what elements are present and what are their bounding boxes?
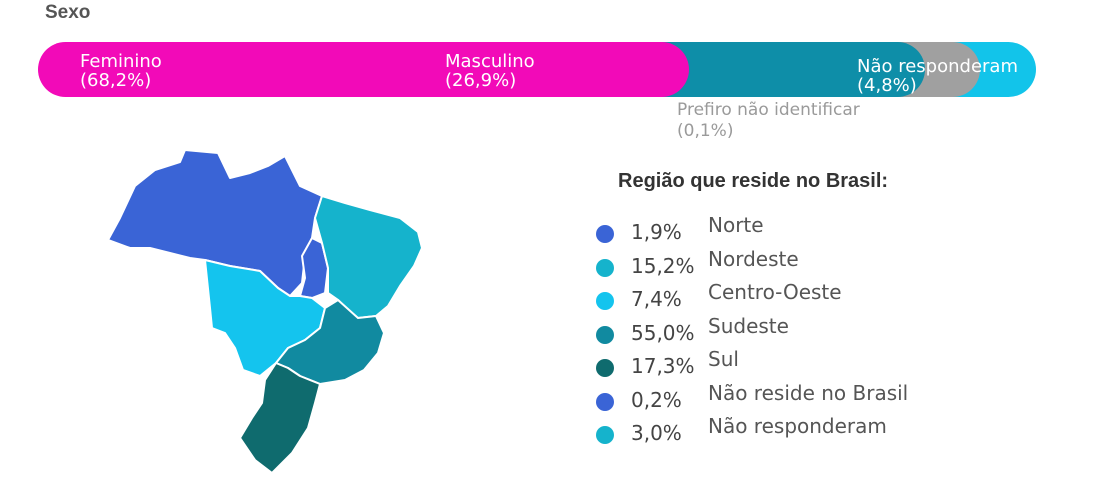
sexo-value-label: (0,1%) — [677, 121, 734, 141]
sexo-chart-title: Sexo — [45, 2, 91, 23]
legend-percent: 7,4% — [631, 287, 682, 311]
sexo-category-label: Feminino — [80, 51, 162, 72]
sexo-stacked-bar — [0, 0, 1097, 150]
legend-dot — [596, 325, 614, 344]
sexo-label-nao-responderam: Não responderam (4,8%) — [857, 57, 1018, 95]
legend-percent: 0,2% — [631, 387, 682, 412]
brazil-map — [107, 149, 423, 474]
legend-dot — [596, 292, 614, 310]
sexo-bar-segment-feminino — [38, 42, 690, 97]
sexo-value-label: (26,9%) — [445, 70, 517, 91]
legend-region-name: Não responderam — [708, 414, 887, 438]
sexo-category-label: Não responderam — [857, 56, 1018, 77]
sexo-label-masculino: Masculino (26,9%) — [445, 52, 535, 90]
legend-region-name: Sudeste — [708, 313, 789, 338]
sexo-category-label: Masculino — [445, 51, 535, 72]
legend-percent: 55,0% — [631, 320, 695, 345]
legend-percent: 15,2% — [631, 253, 695, 278]
legend-region-name: Centro-Oeste — [708, 280, 842, 304]
sexo-category-label: Prefiro não identificar — [677, 100, 860, 120]
legend-percent: 3,0% — [631, 421, 682, 445]
map-region-tocantins — [299, 237, 329, 299]
map-region-sul — [239, 362, 321, 474]
map-region-nordeste — [314, 195, 423, 319]
regiao-title: Região que reside no Brasil: — [618, 170, 889, 192]
legend-percent: 17,3% — [631, 354, 695, 378]
legend-dot — [596, 225, 614, 243]
legend-dot — [596, 426, 614, 444]
legend-dot — [596, 258, 614, 277]
legend-dot — [596, 359, 614, 377]
sexo-label-feminino: Feminino (68,2%) — [80, 52, 162, 90]
legend-region-name: Nordeste — [708, 246, 799, 271]
sexo-value-label: (68,2%) — [80, 70, 152, 91]
sexo-value-label: (4,8%) — [857, 75, 917, 96]
legend-region-name: Sul — [708, 347, 739, 371]
legend-dot — [596, 392, 614, 411]
sexo-label-prefiro-nao-identificar: Prefiro não identificar (0,1%) — [677, 100, 860, 142]
legend-percent: 1,9% — [631, 220, 682, 244]
map-region-sudeste — [275, 299, 385, 385]
legend-region-name: Norte — [708, 213, 764, 237]
legend-region-name: Não reside no Brasil — [708, 380, 909, 405]
